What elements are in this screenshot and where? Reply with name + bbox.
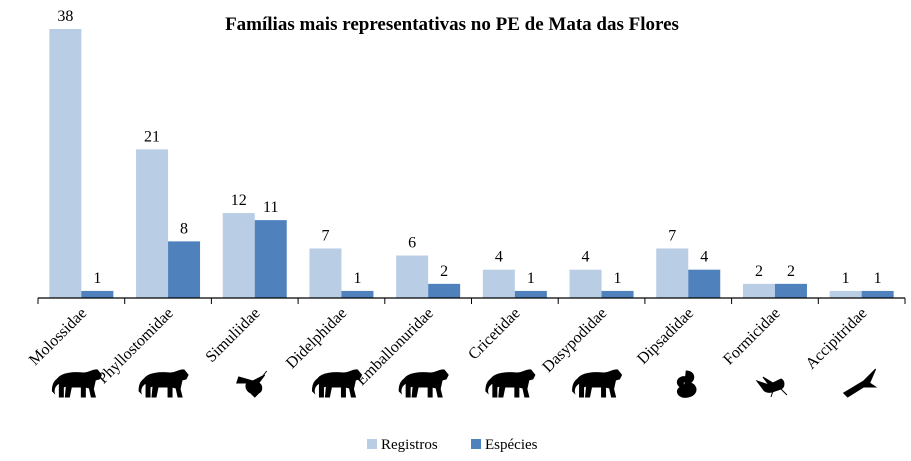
bar-especies-dasypodidae [601, 290, 634, 298]
data-label: 1 [93, 270, 101, 287]
category-label: Dipsadidae [634, 305, 697, 368]
data-label: 2 [787, 263, 795, 280]
bar-especies-cricetidae [514, 290, 547, 298]
data-label: 38 [57, 8, 73, 25]
data-label: 1 [353, 270, 361, 287]
data-label: 8 [180, 220, 188, 237]
data-label: 12 [231, 192, 247, 209]
legend-swatch-registros [367, 439, 377, 449]
data-label: 1 [614, 270, 622, 287]
data-label: 7 [321, 227, 329, 244]
category-label: Cricetidae [465, 305, 524, 364]
fly-icon [236, 370, 268, 398]
legend: Registros Espécies [367, 437, 538, 453]
mammal-icon [485, 369, 536, 398]
bird-icon [842, 368, 878, 398]
mammal-icon [572, 369, 623, 398]
bar-registros-simuliidae [222, 213, 255, 298]
data-label: 1 [874, 270, 882, 287]
bar-registros-didelphidae [309, 248, 342, 298]
bar-registros-accipitridae [829, 290, 862, 298]
bar-registros-molossidae [49, 29, 82, 298]
data-label: 1 [527, 270, 535, 287]
bar-registros-formicidae [742, 283, 775, 298]
data-label: 4 [582, 249, 590, 266]
category-label: Simuliidae [203, 305, 264, 366]
bar-especies-formicidae [774, 283, 807, 298]
bar-registros-dasypodidae [569, 269, 602, 298]
data-label: 1 [842, 270, 850, 287]
bar-especies-accipitridae [861, 290, 894, 298]
bar-especies-dipsadidae [688, 269, 721, 298]
data-label: 7 [668, 227, 676, 244]
bar-registros-emballonuridae [396, 255, 429, 298]
snake-icon [676, 370, 697, 398]
bar-especies-molossidae [81, 290, 114, 298]
bar-registros-phyllostomidae [136, 149, 169, 298]
legend-swatch-especies [471, 439, 481, 449]
category-label: Didelphidae [283, 305, 350, 372]
bar-especies-didelphidae [341, 290, 374, 298]
bar-especies-phyllostomidae [168, 241, 201, 298]
bar-registros-dipsadidae [656, 248, 689, 298]
category-label: Dasypodidae [539, 305, 610, 376]
chart-title: Famílias mais representativas no PE de M… [225, 14, 679, 35]
mammal-icon [138, 369, 189, 398]
data-label: 2 [755, 263, 763, 280]
ant-icon [755, 376, 788, 398]
bar-especies-emballonuridae [428, 283, 461, 298]
mammal-icon [51, 369, 102, 398]
legend-label-especies: Espécies [485, 437, 538, 453]
data-label: 21 [144, 128, 160, 145]
data-label: 11 [263, 199, 278, 216]
legend-label-registros: Registros [381, 437, 438, 453]
category-label: Accipitridae [803, 305, 871, 373]
data-label: 4 [700, 249, 708, 266]
bar-registros-cricetidae [482, 269, 515, 298]
mammal-icon [398, 369, 449, 398]
data-label: 4 [495, 249, 503, 266]
mammal-icon [311, 369, 363, 398]
data-label: 6 [408, 235, 416, 252]
category-label: Molossidae [26, 305, 90, 369]
bar-especies-simuliidae [254, 220, 287, 298]
category-label: Formicidae [720, 305, 784, 369]
data-label: 2 [440, 263, 448, 280]
